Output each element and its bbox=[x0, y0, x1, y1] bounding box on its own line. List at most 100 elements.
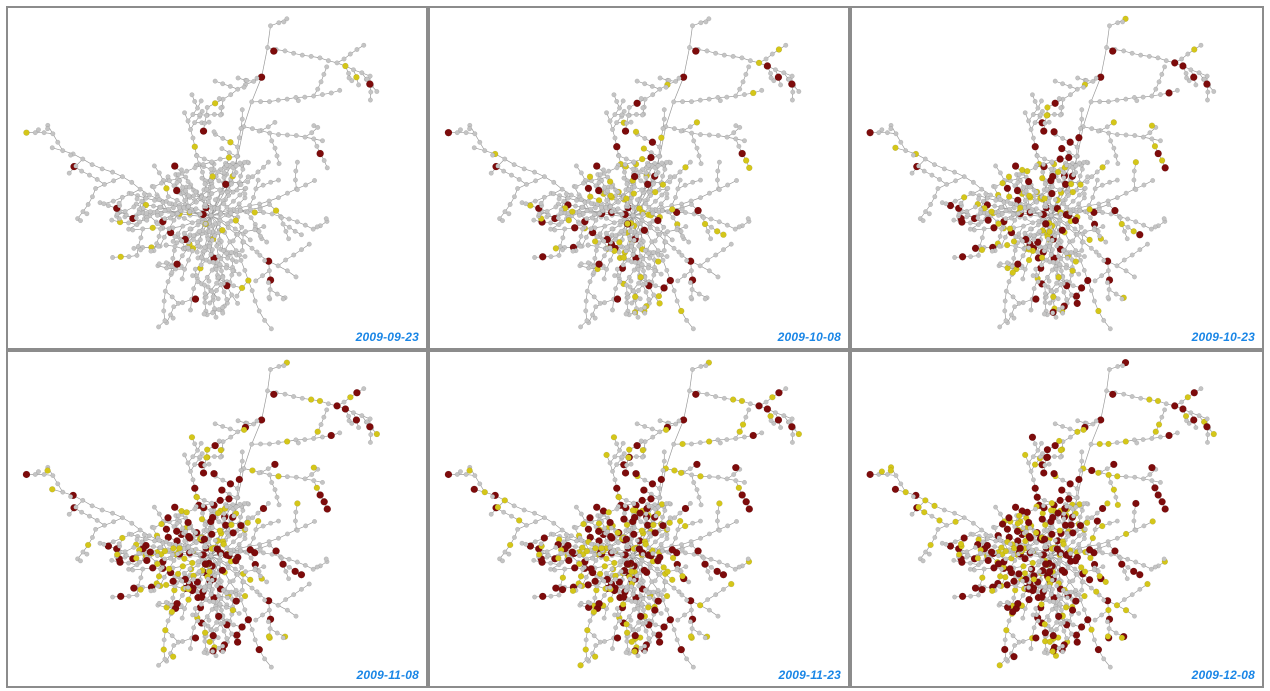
graph-node bbox=[243, 185, 249, 191]
graph-node bbox=[186, 204, 191, 209]
graph-node bbox=[786, 76, 792, 82]
graph-node bbox=[888, 126, 894, 132]
graph-node bbox=[197, 237, 203, 243]
graph-node-active bbox=[1041, 195, 1048, 202]
graph-node bbox=[1056, 178, 1062, 184]
graph-node-highlight bbox=[647, 153, 655, 162]
graph-node bbox=[1049, 237, 1055, 243]
graph-node bbox=[1163, 58, 1169, 64]
graph-node bbox=[1082, 254, 1087, 259]
graph-node-highlight bbox=[694, 206, 702, 215]
graph-node-highlight bbox=[621, 127, 630, 135]
graph-node bbox=[1040, 169, 1046, 175]
graph-node bbox=[967, 220, 973, 226]
graph-node bbox=[602, 223, 608, 229]
graph-node bbox=[1015, 180, 1021, 185]
graph-node bbox=[717, 98, 723, 104]
graph-node bbox=[1089, 288, 1094, 294]
graph-node bbox=[89, 162, 95, 168]
graph-node bbox=[623, 311, 629, 317]
graph-node-active bbox=[1151, 143, 1159, 150]
graph-node bbox=[251, 195, 256, 200]
graph-node bbox=[154, 212, 160, 218]
graph-node bbox=[1090, 78, 1096, 84]
graph-node bbox=[210, 259, 216, 265]
graph-node-active bbox=[1086, 236, 1093, 244]
graph-node bbox=[713, 50, 719, 56]
graph-node bbox=[266, 268, 272, 274]
graph-node bbox=[1193, 82, 1199, 88]
graph-node-active bbox=[1055, 168, 1062, 176]
graph-node bbox=[68, 152, 74, 158]
graph-node bbox=[294, 159, 300, 165]
graph-node bbox=[169, 263, 174, 269]
graph-node bbox=[1152, 224, 1158, 230]
graph-node bbox=[1057, 262, 1063, 267]
graph-edge bbox=[261, 47, 268, 78]
graph-node bbox=[630, 166, 636, 172]
graph-node-active bbox=[1043, 112, 1050, 119]
graph-node-active bbox=[1118, 220, 1125, 228]
graph-node bbox=[247, 237, 253, 243]
graph-node-highlight bbox=[1073, 299, 1081, 308]
graph-node bbox=[1046, 278, 1052, 284]
graph-node bbox=[1035, 249, 1040, 255]
graph-node bbox=[789, 97, 795, 103]
graph-node bbox=[620, 262, 626, 268]
graph-node bbox=[229, 272, 235, 278]
graph-node-active bbox=[1069, 267, 1076, 274]
graph-node bbox=[783, 42, 789, 48]
graph-node bbox=[737, 86, 743, 92]
graph-node bbox=[156, 324, 162, 330]
graph-node-highlight bbox=[788, 80, 796, 88]
graph-node bbox=[1158, 138, 1163, 144]
graph-node bbox=[576, 212, 582, 218]
graph-node bbox=[993, 197, 999, 203]
graph-node bbox=[45, 126, 51, 132]
graph-node bbox=[1064, 297, 1069, 302]
graph-node bbox=[763, 56, 769, 62]
graph-node bbox=[175, 231, 181, 237]
graph-node bbox=[171, 217, 177, 223]
graph-node bbox=[1053, 314, 1059, 320]
graph-node bbox=[1041, 311, 1047, 317]
graph-node bbox=[217, 262, 223, 267]
graph-node bbox=[1105, 280, 1110, 285]
graph-node bbox=[707, 190, 712, 196]
graph-node-active bbox=[1072, 258, 1079, 265]
graph-node bbox=[659, 160, 665, 166]
graph-node bbox=[275, 263, 281, 269]
graph-node bbox=[967, 226, 973, 232]
graph-node-active bbox=[1004, 241, 1011, 249]
graph-node bbox=[1080, 239, 1086, 245]
graph-node-highlight bbox=[594, 186, 603, 195]
graph-node bbox=[1093, 75, 1099, 81]
graph-node bbox=[216, 253, 221, 259]
graph-node bbox=[215, 169, 221, 175]
graph-node bbox=[1046, 119, 1052, 125]
graph-node bbox=[724, 134, 730, 140]
graph-node bbox=[728, 241, 734, 247]
graph-node bbox=[201, 311, 207, 317]
graph-node bbox=[202, 300, 208, 305]
graph-node bbox=[471, 145, 477, 151]
graph-node bbox=[627, 199, 633, 205]
graph-node bbox=[157, 204, 163, 210]
graph-node bbox=[227, 83, 233, 89]
graph-node bbox=[1020, 238, 1025, 244]
graph-node bbox=[616, 153, 622, 159]
graph-node-active bbox=[632, 293, 639, 300]
graph-node-highlight bbox=[1031, 143, 1039, 151]
graph-node bbox=[1123, 268, 1129, 274]
graph-node bbox=[234, 293, 240, 299]
graph-edge bbox=[1077, 126, 1084, 157]
graph-node bbox=[651, 292, 657, 298]
graph-node bbox=[588, 226, 594, 232]
graph-node bbox=[93, 186, 99, 191]
date-label: 2009-10-23 bbox=[1191, 330, 1255, 344]
graph-node bbox=[663, 84, 669, 90]
graph-node bbox=[303, 182, 309, 188]
graph-node bbox=[1020, 253, 1026, 259]
graph-node bbox=[1106, 287, 1112, 292]
graph-node bbox=[759, 87, 765, 93]
